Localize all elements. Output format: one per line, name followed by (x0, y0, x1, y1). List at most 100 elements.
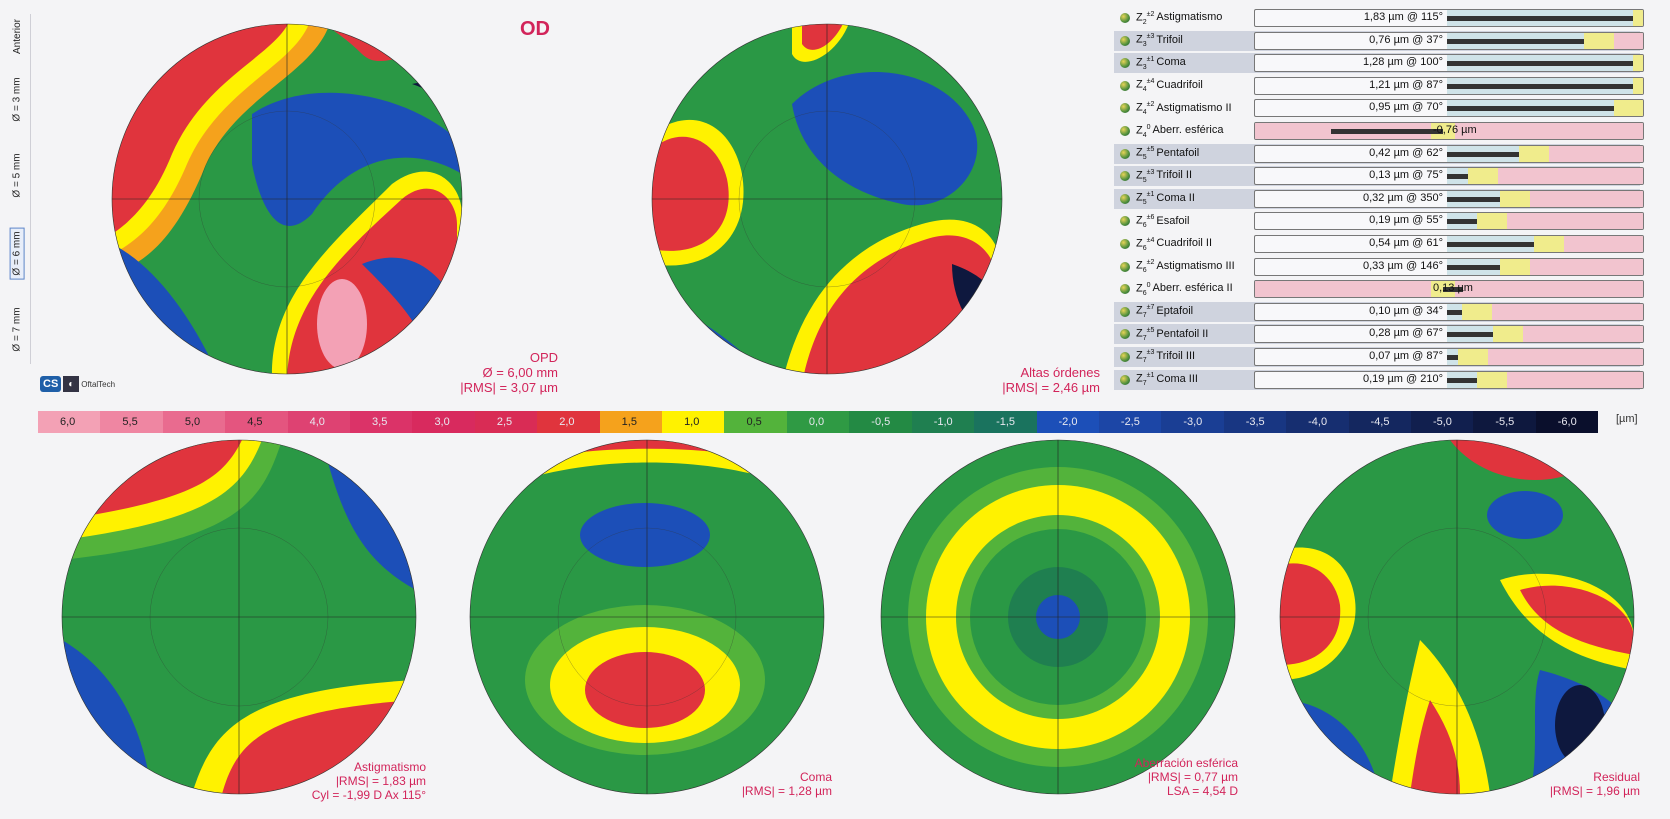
pupil-5mm-option[interactable]: Ø = 5 mm (11, 152, 23, 198)
scale-cell: -5,0 (1410, 411, 1474, 433)
zernike-order: 6 (1142, 289, 1147, 297)
zernike-row[interactable]: Z7±1 Coma III 0,19 µm @ 210° (1114, 369, 1644, 390)
zernike-row[interactable]: Z40 Aberr. esférica -0,76 µm (1114, 121, 1644, 141)
residual-title: Residual (1593, 770, 1640, 784)
zernike-toggle-icon[interactable] (1120, 125, 1130, 136)
zernike-toggle-icon[interactable] (1120, 329, 1130, 340)
zernike-row[interactable]: Z7±3 Trifoil III 0,07 µm @ 87° (1114, 346, 1644, 367)
zernike-row[interactable]: Z5±3 Trifoil II 0,13 µm @ 75° (1114, 166, 1644, 187)
zernike-name: Z7±7 Eptafoil (1136, 304, 1254, 319)
zernike-toggle-icon[interactable] (1120, 306, 1130, 317)
pupil-7mm-option[interactable]: Ø = 7 mm (11, 306, 23, 352)
zernike-value: 0,33 µm @ 146° (1363, 259, 1443, 272)
scale-cell: -4,0 (1286, 411, 1349, 433)
zernike-value: 0,19 µm @ 210° (1363, 372, 1443, 385)
scale-cell: 2,0 (537, 411, 600, 433)
zernike-name: Z5±5 Pentafoil (1136, 146, 1254, 161)
zernike-value: 1,83 µm @ 115° (1363, 11, 1443, 23)
zernike-row[interactable]: Z7±5 Pentafoil II 0,28 µm @ 67° (1114, 324, 1644, 345)
high-order-title: Altas órdenes (1020, 365, 1101, 380)
astigmatism-map (61, 439, 417, 795)
zernike-bar: 0,54 µm @ 61° (1254, 234, 1644, 253)
scale-cell: 1,5 (599, 411, 663, 433)
zernike-toggle-icon[interactable] (1120, 238, 1130, 249)
astigmatism-title: Astigmatismo (353, 760, 426, 774)
zernike-row[interactable]: Z4±4 Cuadrifoil 1,21 µm @ 87° (1114, 76, 1644, 96)
scale-cell: 3,5 (350, 411, 413, 433)
zernike-frequency: ±7 (1146, 304, 1155, 312)
zernike-frequency: ±1 (1146, 55, 1155, 63)
zernike-symbol: Z (1136, 56, 1143, 69)
zernike-toggle-icon[interactable] (1120, 103, 1130, 114)
zernike-order: 7 (1142, 357, 1147, 365)
zernike-toggle-icon[interactable] (1120, 13, 1130, 23)
zernike-label: Trifoil (1156, 33, 1183, 46)
pupil-3mm-option[interactable]: Ø = 3 mm (11, 76, 23, 122)
zernike-symbol: Z (1136, 282, 1143, 295)
astigmatism-rms: |RMS| = 1,83 µm (335, 774, 426, 788)
zernike-symbol: Z (1136, 259, 1143, 272)
zernike-row[interactable]: Z4±2 Astigmatismo II 0,95 µm @ 70° (1114, 98, 1644, 118)
zernike-symbol: Z (1136, 191, 1143, 204)
zernike-frequency: ±1 (1146, 372, 1155, 380)
opd-diameter: Ø = 6,00 mm (482, 365, 559, 380)
coma-title: Coma (799, 770, 832, 784)
zernike-row[interactable]: Z60 Aberr. esférica II 0,13 µm (1114, 279, 1644, 299)
scale-cell: 4,0 (287, 411, 351, 433)
zernike-toggle-icon[interactable] (1120, 58, 1130, 69)
zernike-row[interactable]: Z5±1 Coma II 0,32 µm @ 350° (1114, 188, 1644, 209)
scale-cell: -3,0 (1161, 411, 1224, 433)
zernike-name: Z3±3 Trifoil (1136, 33, 1254, 48)
zernike-frequency: ±4 (1146, 78, 1155, 86)
zernike-toggle-icon[interactable] (1120, 374, 1130, 385)
zernike-bar: 1,21 µm @ 87° (1254, 76, 1644, 95)
pupil-6mm-option[interactable]: Ø = 6 mm (4, 218, 30, 288)
zernike-bar: 0,76 µm @ 37° (1254, 31, 1644, 50)
zernike-frequency: ±2 (1146, 259, 1155, 267)
zernike-label: Coma III (1156, 372, 1198, 385)
spherical-lsa: LSA = 4,54 D (1166, 784, 1238, 798)
zernike-value: 0,76 µm @ 37° (1369, 33, 1443, 46)
zernike-order: 7 (1142, 312, 1147, 320)
zernike-frequency: 0 (1146, 281, 1151, 289)
zernike-toggle-icon[interactable] (1120, 261, 1130, 272)
zernike-bar: 0,10 µm @ 34° (1254, 302, 1644, 321)
zernike-row[interactable]: Z7±7 Eptafoil 0,10 µm @ 34° (1114, 301, 1644, 322)
zernike-frequency: ±2 (1146, 100, 1155, 108)
zernike-toggle-icon[interactable] (1120, 171, 1130, 182)
zernike-row[interactable]: Z6±2 Astigmatismo III 0,33 µm @ 146° (1114, 257, 1644, 277)
zernike-order: 6 (1142, 221, 1147, 229)
zernike-row[interactable]: Z3±1 Coma 1,28 µm @ 100° (1114, 53, 1644, 74)
zernike-order: 2 (1142, 18, 1147, 26)
zernike-toggle-icon[interactable] (1120, 148, 1130, 159)
zernike-name: Z4±2 Astigmatismo II (1136, 101, 1254, 116)
zernike-row[interactable]: Z6±4 Cuadrifoil II 0,54 µm @ 61° (1114, 234, 1644, 254)
zernike-toggle-icon[interactable] (1120, 35, 1130, 46)
zernike-value: 0,07 µm @ 87° (1369, 349, 1443, 362)
surface-selector-anterior[interactable]: Anterior (11, 18, 23, 54)
zernike-toggle-icon[interactable] (1120, 80, 1130, 91)
zernike-value: 0,54 µm @ 61° (1369, 236, 1443, 249)
scale-cell: -1,5 (974, 411, 1037, 433)
zernike-row[interactable]: Z6±6 Esafoil 0,19 µm @ 55° (1114, 211, 1644, 231)
opd-labels: OPD Ø = 6,00 mm |RMS| = 3,07 µm (450, 350, 558, 395)
scale-cell: 0,5 (724, 411, 787, 433)
scale-cell: -3,5 (1223, 411, 1287, 433)
zernike-name: Z6±4 Cuadrifoil II (1136, 237, 1254, 252)
zernike-symbol: Z (1136, 33, 1143, 46)
zernike-toggle-icon[interactable] (1120, 216, 1130, 227)
opd-rms: |RMS| = 3,07 µm (460, 380, 558, 395)
zernike-toggle-icon[interactable] (1120, 351, 1130, 362)
zernike-toggle-icon[interactable] (1120, 284, 1130, 295)
zernike-row[interactable]: Z5±5 Pentafoil 0,42 µm @ 62° (1114, 143, 1644, 164)
zernike-row[interactable]: Z2±2 Astigmatismo 1,83 µm @ 115° (1114, 8, 1644, 28)
zernike-order: 4 (1142, 86, 1147, 94)
zernike-row[interactable]: Z3±3 Trifoil 0,76 µm @ 37° (1114, 30, 1644, 51)
scale-cell: 6,0 (38, 411, 101, 433)
high-order-map (651, 23, 1003, 375)
zernike-symbol: Z (1136, 11, 1143, 24)
zernike-label: Pentafoil (1156, 146, 1200, 159)
zernike-value: 0,10 µm @ 34° (1369, 304, 1443, 317)
zernike-toggle-icon[interactable] (1120, 193, 1130, 204)
zernike-name: Z2±2 Astigmatismo (1136, 11, 1254, 26)
